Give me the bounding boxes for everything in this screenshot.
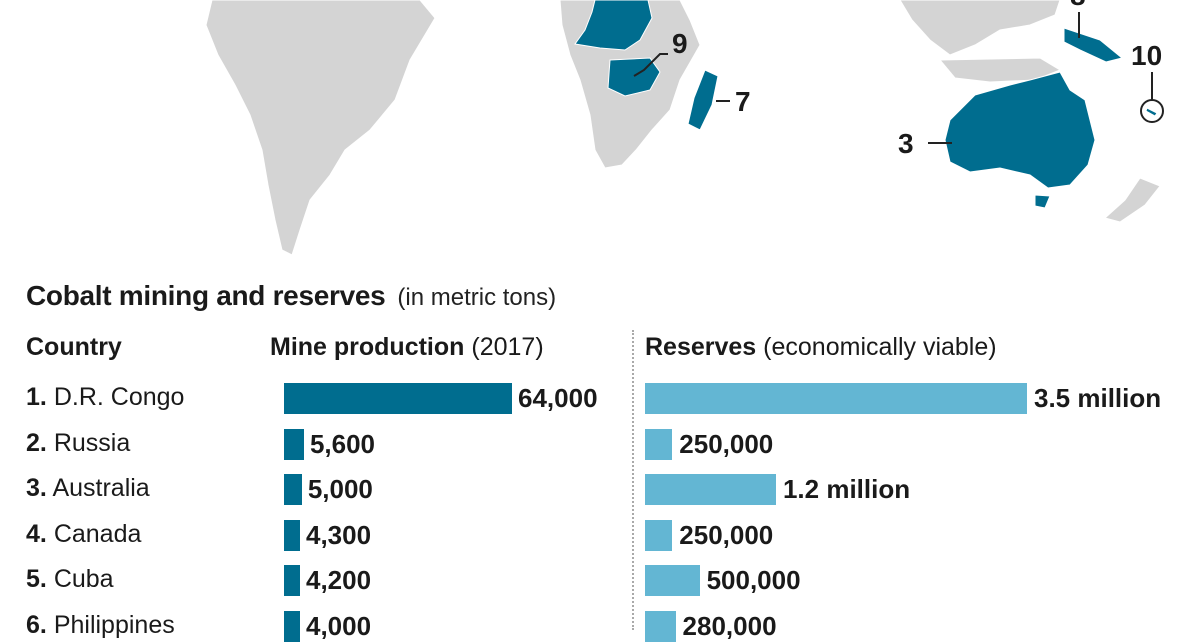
country-label: 1. D.R. Congo <box>26 383 184 412</box>
new-zealand-shape <box>1103 177 1161 223</box>
map-svg <box>205 0 1164 256</box>
country-name: Philippines <box>53 610 175 639</box>
reserves-bar <box>645 474 776 505</box>
production-header-note: (2017) <box>471 333 544 361</box>
madagascar-shape <box>687 69 719 131</box>
table-row: 6. Philippines 4,000 280,000 <box>0 608 1200 644</box>
production-bar <box>284 565 300 596</box>
production-bar <box>284 383 512 414</box>
country-name: Canada <box>53 519 142 548</box>
title-row: Cobalt mining and reserves (in metric ton… <box>26 280 556 312</box>
chart-subtitle: (in metric tons) <box>397 284 557 311</box>
country-rank: 5. <box>26 565 47 593</box>
australia-shape <box>944 71 1096 189</box>
table-row: 1. D.R. Congo 64,000 3.5 million <box>0 380 1200 416</box>
country-rank: 2. <box>26 428 47 457</box>
reserves-bar <box>645 428 673 460</box>
asia-shape <box>899 0 1061 56</box>
production-bar <box>284 474 302 505</box>
reserves-header: Reserves (economically viable) <box>645 333 997 362</box>
country-name: Russia <box>53 428 131 457</box>
reserves-bar <box>645 565 700 596</box>
tasmania-shape <box>1034 194 1051 209</box>
production-value-label: 5,000 <box>307 474 373 504</box>
map-label-8: 8 <box>1070 0 1086 10</box>
dr-congo-shape <box>574 0 653 51</box>
production-header: Mine production (2017) <box>270 333 544 362</box>
reserves-value-label: 1.2 million <box>782 474 911 504</box>
production-value-label: 64,000 <box>518 383 598 413</box>
reserves-header-label: Reserves <box>645 333 757 361</box>
reserves-bar <box>645 519 673 551</box>
country-rank: 1. <box>26 383 47 411</box>
table-row: 4. Canada 4,300 250,000 <box>0 517 1200 553</box>
reserves-bar <box>645 383 1027 414</box>
production-value-label: 4,000 <box>306 610 372 641</box>
country-header: Country <box>26 333 122 362</box>
production-bar <box>284 519 300 551</box>
reserves-bar <box>645 610 676 642</box>
reserves-header-note: (economically viable) <box>763 333 997 361</box>
chart-section: Cobalt mining and reserves (in metric ton… <box>0 262 1200 642</box>
production-header-label: Mine production <box>270 333 465 361</box>
country-name: Australia <box>52 474 150 502</box>
table-row: 5. Cuba 4,200 500,000 <box>0 562 1200 598</box>
reserves-value-label: 500,000 <box>706 565 801 595</box>
production-bar <box>284 428 304 460</box>
country-name: D.R. Congo <box>53 383 185 411</box>
png-shape <box>1063 27 1124 63</box>
map-label-10: 10 <box>1131 40 1163 71</box>
reserves-value-label: 3.5 million <box>1034 383 1162 413</box>
map-label-3: 3 <box>898 128 914 159</box>
country-rank: 6. <box>26 610 47 639</box>
country-label: 2. Russia <box>26 429 130 458</box>
leader-9 <box>633 53 668 77</box>
production-bar <box>284 610 300 642</box>
country-label: 5. Cuba <box>26 565 114 594</box>
country-rank: 3. <box>26 474 47 502</box>
country-label: 4. Canada <box>26 520 141 549</box>
country-rank: 4. <box>26 519 47 548</box>
world-map: 3 7 8 9 10 <box>0 0 1200 262</box>
country-label: 3. Australia <box>26 474 150 503</box>
table-row: 3. Australia 5,000 1.2 million <box>0 471 1200 507</box>
production-value-label: 4,300 <box>306 519 372 550</box>
production-value-label: 5,600 <box>309 428 376 459</box>
country-label: 6. Philippines <box>26 611 175 640</box>
table-row: 2. Russia 5,600 250,000 <box>0 426 1200 462</box>
map-label-9: 9 <box>672 28 688 59</box>
country-header-label: Country <box>26 333 122 361</box>
country-name: Cuba <box>53 565 114 593</box>
production-value-label: 4,200 <box>306 565 372 595</box>
reserves-value-label: 250,000 <box>679 519 774 550</box>
reserves-value-label: 250,000 <box>679 428 774 459</box>
map-label-7: 7 <box>735 86 751 117</box>
south-america-shape <box>205 0 436 256</box>
chart-title: Cobalt mining and reserves <box>26 280 386 311</box>
reserves-value-label: 280,000 <box>682 610 777 641</box>
column-divider <box>632 330 634 630</box>
new-caledonia-shape <box>1145 107 1158 117</box>
